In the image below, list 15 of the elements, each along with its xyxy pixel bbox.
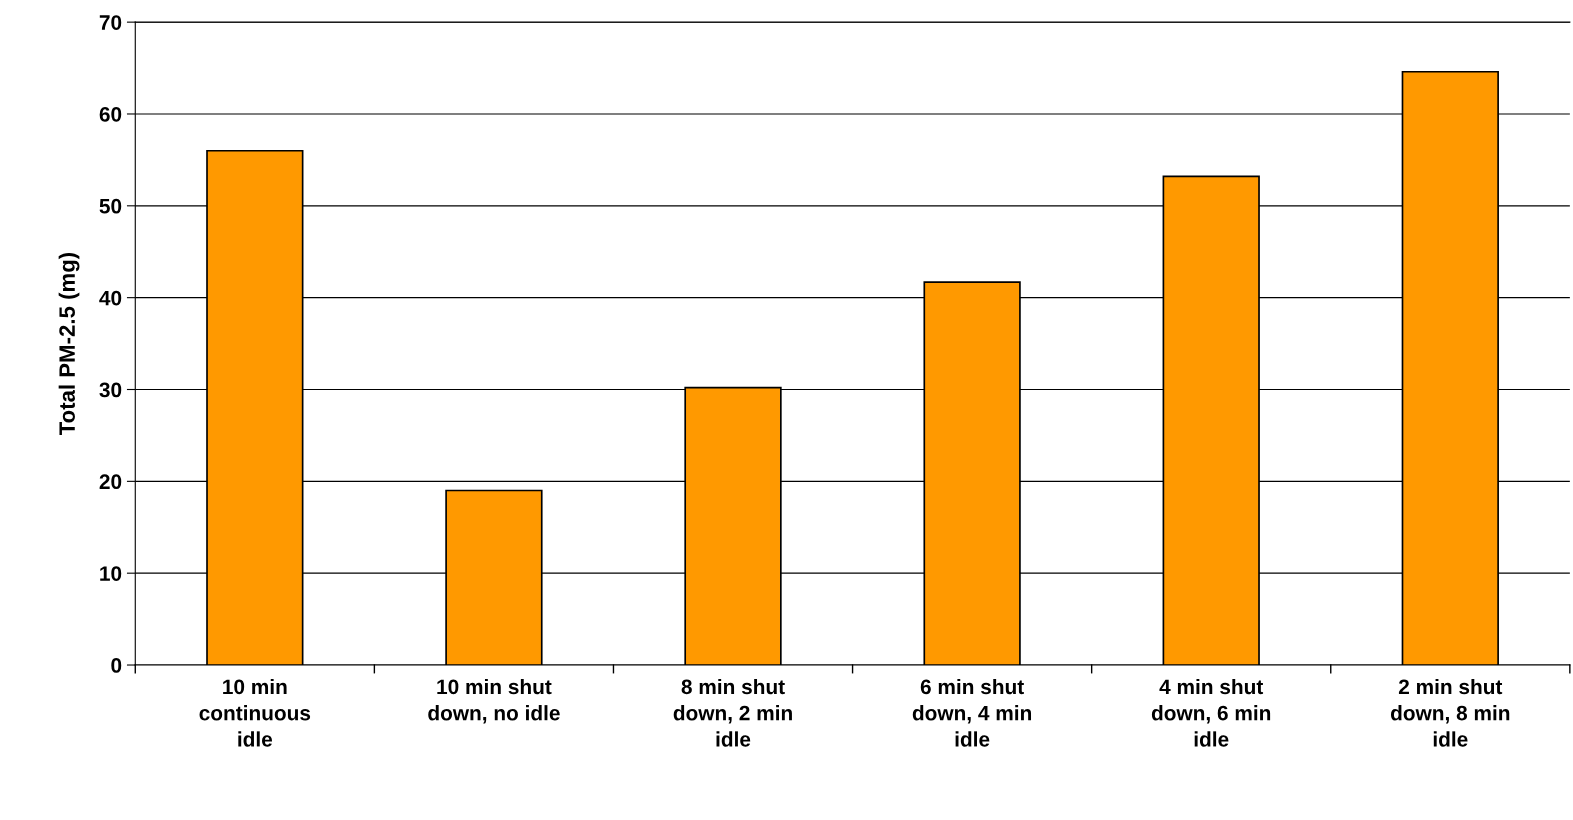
x-tick-label: 10 min continuous idle (199, 678, 311, 747)
y-tick-label: 40 (99, 290, 122, 306)
y-tick-label: 50 (99, 198, 122, 214)
y-tick-label: 60 (99, 106, 122, 122)
x-tick-label: 2 min shut down, 8 min idle (1390, 678, 1510, 747)
y-tick-label: 70 (99, 15, 122, 30)
y-tick-label: 30 (99, 382, 122, 398)
y-tick-label: 10 (100, 566, 122, 581)
x-tick-label: 4 min shut down, 6 min idle (1151, 678, 1271, 747)
y-axis-title: Total PM-2.5 (mg) (58, 252, 80, 436)
x-tick-label: 8 min shut down, 2 min idle (673, 678, 792, 747)
y-tick-label: 0 (111, 658, 122, 673)
y-tick-label: 20 (99, 474, 122, 490)
x-tick-label: 6 min shut down, 4 min idle (912, 678, 1032, 747)
x-tick-label: 10 min shut down, no idle (428, 678, 560, 724)
